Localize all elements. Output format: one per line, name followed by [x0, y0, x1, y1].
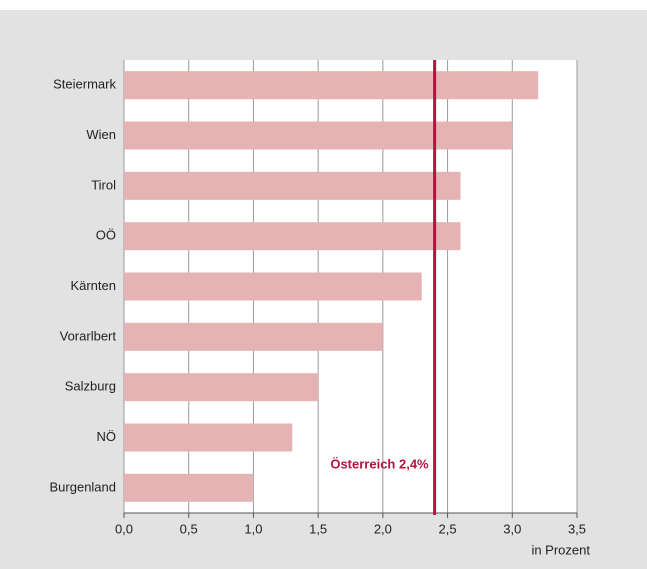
- x-tick-label: 3,0: [503, 521, 521, 536]
- y-tick-label: Steiermark: [53, 77, 116, 92]
- bar: [124, 272, 422, 301]
- y-tick-label: NÖ: [97, 429, 117, 444]
- bar: [124, 171, 461, 200]
- bar: [124, 373, 319, 402]
- y-tick-label: Tirol: [91, 177, 116, 192]
- x-tick-label: 0,0: [115, 521, 133, 536]
- y-tick-label: Salzburg: [65, 379, 116, 394]
- y-tick-label: Vorarlbert: [60, 328, 117, 343]
- bar: [124, 473, 254, 502]
- x-tick-label: 2,0: [374, 521, 392, 536]
- reference-label: Österreich 2,4%: [330, 456, 429, 471]
- bar: [124, 121, 513, 150]
- bar: [124, 222, 461, 251]
- bar: [124, 423, 293, 452]
- y-tick-label: Burgenland: [50, 479, 117, 494]
- x-axis-label: in Prozent: [531, 542, 590, 557]
- y-tick-label: OÖ: [96, 228, 116, 243]
- bar: [124, 322, 383, 351]
- y-tick-label: Kärnten: [70, 278, 116, 293]
- x-tick-label: 1,0: [244, 521, 262, 536]
- x-tick-label: 1,5: [309, 521, 327, 536]
- x-tick-label: 2,5: [439, 521, 457, 536]
- bar: [124, 71, 539, 100]
- x-tick-label: 0,5: [180, 521, 198, 536]
- x-tick-label: 3,5: [568, 521, 586, 536]
- y-tick-label: Wien: [86, 127, 116, 142]
